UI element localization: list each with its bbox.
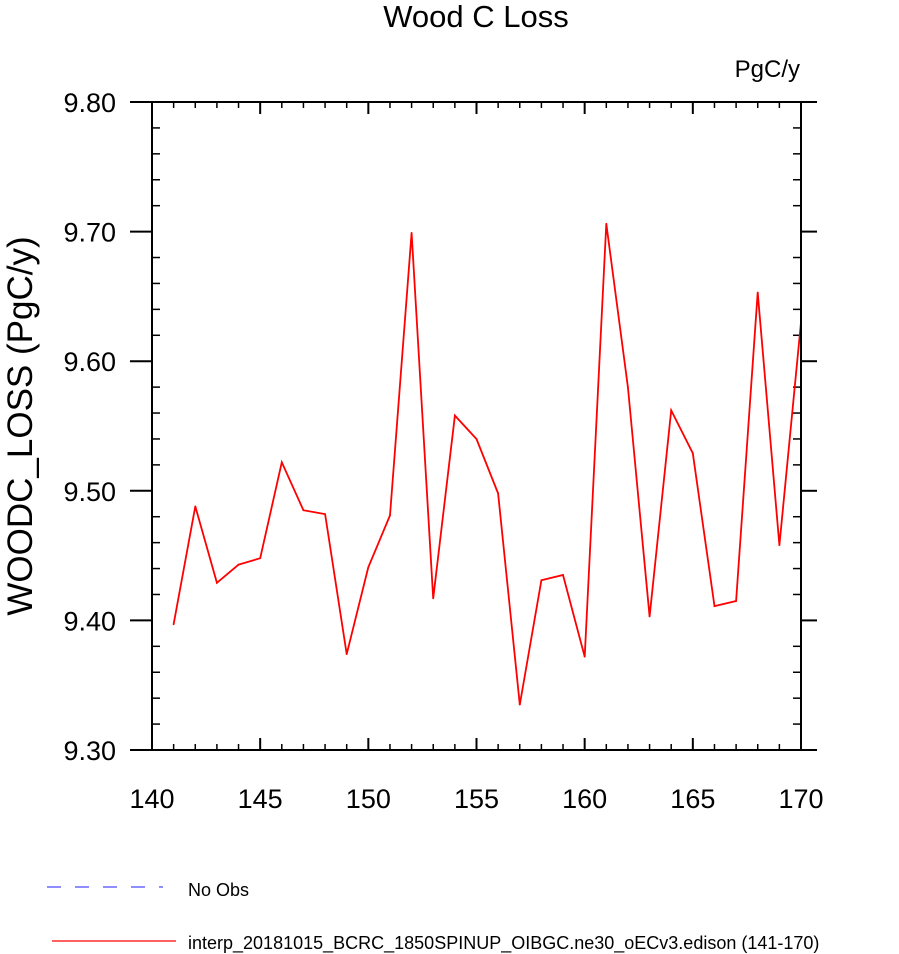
- data-point: [280, 461, 283, 464]
- y-tick-label: 9.50: [63, 477, 116, 507]
- data-point: [648, 615, 651, 618]
- x-tick-label: 140: [129, 784, 174, 814]
- data-point: [540, 579, 543, 582]
- data-point: [475, 438, 478, 440]
- data-point: [453, 414, 456, 417]
- legend-label-model: interp_20181015_BCRC_1850SPINUP_OIBGC.ne…: [188, 933, 819, 954]
- data-point: [259, 557, 262, 560]
- data-point: [172, 623, 175, 626]
- data-point: [367, 566, 370, 569]
- data-point: [756, 291, 759, 294]
- series-line: [172, 223, 802, 705]
- data-point: [691, 452, 694, 455]
- data-point: [778, 544, 781, 547]
- y-tick-label: 9.40: [63, 606, 116, 636]
- data-point: [735, 600, 737, 602]
- x-tick-label: 160: [562, 784, 607, 814]
- x-tick-label: 155: [454, 784, 499, 814]
- data-point: [302, 509, 305, 512]
- x-tick-label: 165: [670, 784, 715, 814]
- y-tick-label: 9.80: [63, 88, 116, 118]
- tick-labels: 140 145 150 155 160 165 170 9.30 9.40 9.50 9.60 9.7…: [63, 88, 823, 814]
- data-point: [713, 605, 716, 608]
- data-point: [237, 563, 240, 566]
- data-point: [562, 574, 564, 576]
- data-point: [605, 222, 608, 225]
- data-point: [432, 597, 435, 600]
- minor-ticks: [152, 102, 801, 750]
- series-layer: [172, 222, 802, 706]
- x-tick-label: 170: [778, 784, 823, 814]
- chart-title: Wood C Loss: [383, 0, 569, 34]
- plot-frame: [151, 101, 802, 751]
- data-point: [216, 581, 218, 584]
- y-tick-label: 9.70: [63, 218, 116, 248]
- y-tick-label: 9.30: [63, 736, 116, 766]
- data-point: [670, 409, 673, 412]
- data-point: [324, 513, 326, 516]
- data-point: [389, 514, 391, 517]
- x-tick-label: 150: [346, 784, 391, 814]
- units-label: PgC/y: [735, 56, 800, 83]
- legend-label-no-obs: No Obs: [188, 880, 249, 900]
- legend: No Obs interp_20181015_BCRC_1850SPINUP_O…: [47, 880, 819, 954]
- major-ticks: [130, 101, 817, 751]
- x-tick-label: 145: [238, 784, 283, 814]
- data-point: [345, 653, 348, 655]
- data-point: [497, 492, 500, 495]
- y-axis-label: WOODC_LOSS (PgC/y): [1, 236, 40, 615]
- y-tick-label: 9.60: [63, 347, 116, 377]
- data-point: [627, 386, 629, 389]
- data-point: [583, 655, 586, 658]
- data-point: [410, 231, 413, 234]
- data-point: [194, 505, 197, 508]
- data-point: [518, 703, 521, 706]
